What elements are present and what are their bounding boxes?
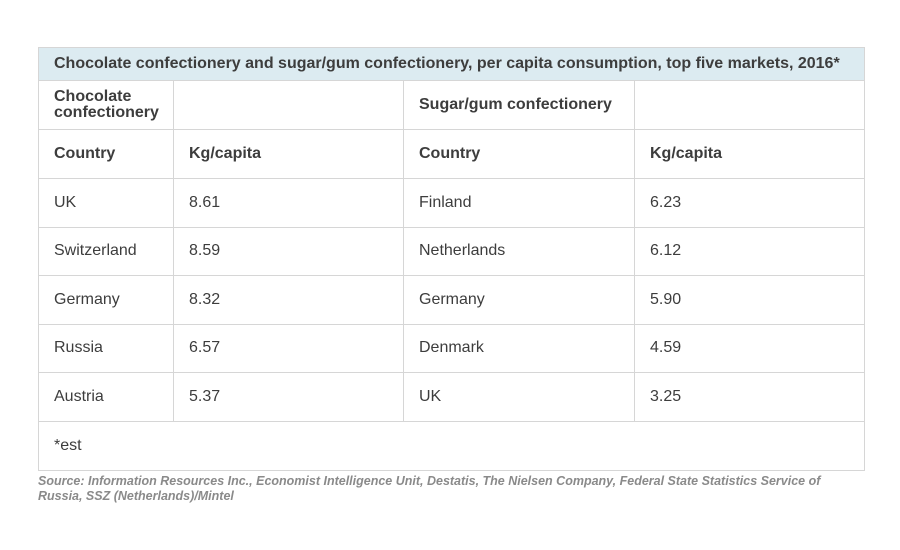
group-name-sugar-gum: Sugar/gum confectionery (403, 80, 635, 130)
table-row: Germany 8.32 Germany 5.90 (38, 275, 866, 325)
table-row: Russia 6.57 Denmark 4.59 (38, 323, 866, 373)
sugar-gum-country-cell: Denmark (403, 323, 635, 373)
chocolate-value-cell: 6.57 (173, 323, 404, 373)
chocolate-value-cell: 8.32 (173, 275, 404, 325)
table-row: Switzerland 8.59 Netherlands 6.12 (38, 226, 866, 276)
table-row: Austria 5.37 UK 3.25 (38, 372, 866, 422)
source-note: Source: Information Resources Inc., Econ… (38, 473, 821, 503)
consumption-table: Chocolate confectionery and sugar/gum co… (37, 47, 866, 471)
table-body: Chocolate confectionery and sugar/gum co… (37, 47, 866, 471)
column-header-country-chocolate: Country (38, 129, 174, 179)
chocolate-country-cell: UK (38, 178, 174, 228)
column-header-value-sugar-gum: Kg/capita (633, 129, 866, 179)
sugar-gum-value-cell: 6.12 (633, 226, 866, 276)
sugar-gum-country-cell: Netherlands (403, 226, 635, 276)
sugar-gum-value-cell: 5.90 (633, 275, 866, 325)
chocolate-value-cell: 5.37 (173, 372, 404, 422)
footnote: *est (37, 420, 866, 471)
sugar-gum-value-cell: 6.23 (633, 178, 866, 228)
chocolate-country-cell: Switzerland (38, 226, 174, 276)
table-row: UK 8.61 Finland 6.23 (38, 178, 866, 228)
column-header-country-sugar-gum: Country (403, 129, 635, 179)
footnote-row: *est (37, 420, 866, 471)
table-title-row: Chocolate confectionery and sugar/gum co… (37, 47, 866, 81)
group-spacer-sugar-gum (633, 80, 866, 130)
group-name-chocolate: Chocolate confectionery (38, 80, 174, 130)
column-header-row: Country Kg/capita Country Kg/capita (38, 129, 866, 179)
sugar-gum-value-cell: 4.59 (633, 323, 866, 373)
sugar-gum-country-cell: Germany (403, 275, 635, 325)
sugar-gum-country-cell: UK (403, 372, 635, 422)
group-header-row: Chocolate confectionery Sugar/gum confec… (38, 80, 866, 130)
chocolate-value-cell: 8.61 (173, 178, 404, 228)
table-container: Chocolate confectionery and sugar/gum co… (37, 47, 866, 504)
column-header-value-chocolate: Kg/capita (173, 129, 404, 179)
chocolate-country-cell: Austria (38, 372, 174, 422)
chocolate-country-cell: Germany (38, 275, 174, 325)
table-title: Chocolate confectionery and sugar/gum co… (37, 47, 866, 81)
sugar-gum-country-cell: Finland (403, 178, 635, 228)
group-spacer-chocolate (173, 80, 404, 130)
chocolate-value-cell: 8.59 (173, 226, 404, 276)
chocolate-country-cell: Russia (38, 323, 174, 373)
sugar-gum-value-cell: 3.25 (633, 372, 866, 422)
